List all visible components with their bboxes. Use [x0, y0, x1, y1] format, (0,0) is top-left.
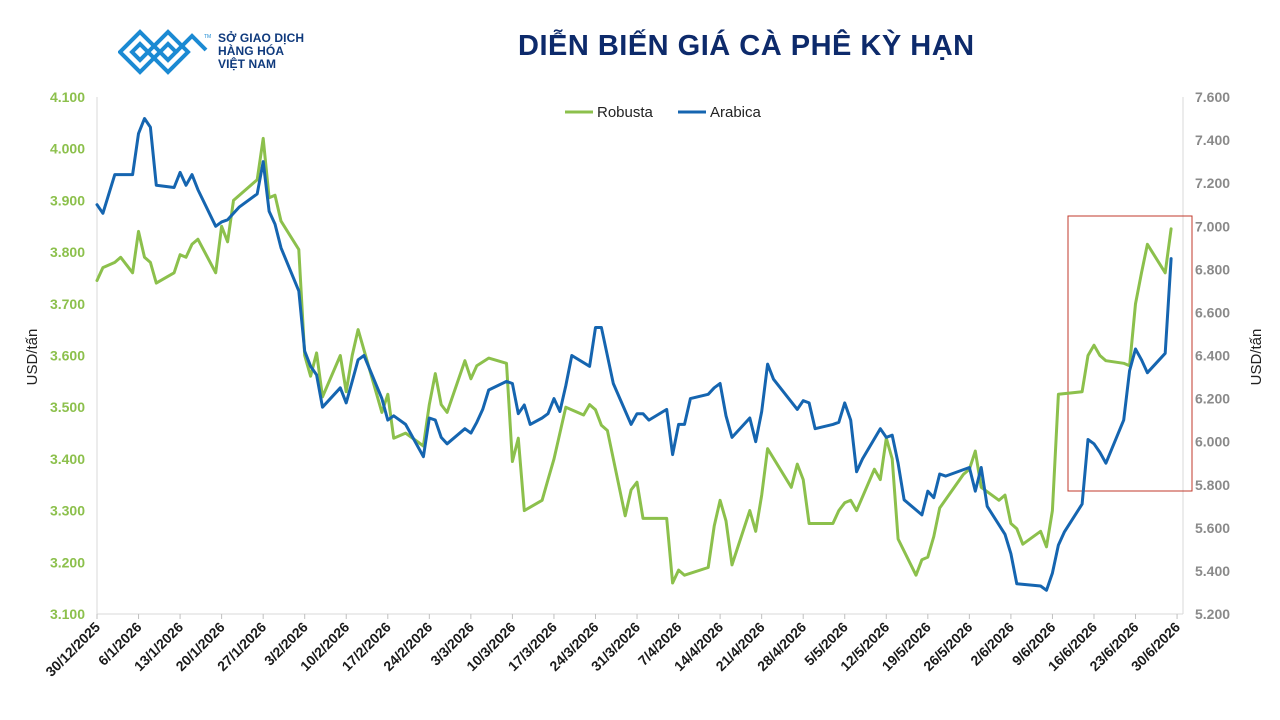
right-y-tick-label: 7.600: [1195, 89, 1230, 105]
left-y-tick-label: 3.100: [50, 606, 85, 622]
left-y-axis: 3.100 3.200 3.300 3.400 3.500 3.600 3.700 3.800…: [50, 89, 85, 622]
series-lines: [95, 117, 1173, 592]
left-y-tick-label: 3.800: [50, 244, 85, 260]
left-y-tick-label: 3.200: [50, 554, 85, 570]
logo: [118, 29, 208, 75]
right-y-tick-label: 7.400: [1195, 132, 1230, 148]
series-line-robusta: [95, 136, 1173, 585]
logo-trademark: TM: [204, 34, 212, 40]
right-y-tick-label: 6.400: [1195, 348, 1230, 364]
logo-text-line3: VIỆT NAM: [218, 57, 277, 71]
left-y-tick-label: 3.500: [50, 399, 85, 415]
legend: Robusta Arabica: [565, 104, 762, 121]
left-y-tick-label: 3.300: [50, 503, 85, 519]
right-y-tick-label: 6.800: [1195, 261, 1230, 277]
logo-mark-icon: [118, 29, 208, 75]
plot-frame: [96, 97, 1184, 615]
left-y-tick-label: 3.600: [50, 348, 85, 364]
series-line-arabica: [95, 117, 1173, 592]
left-y-tick-label: 3.900: [50, 192, 85, 208]
right-y-tick-label: 5.400: [1195, 563, 1230, 579]
logo-text-line1: SỞ GIAO DỊCH: [218, 31, 305, 45]
left-y-tick-label: 4.100: [50, 89, 85, 105]
right-y-tick-label: 6.600: [1195, 304, 1230, 320]
right-y-tick-label: 5.200: [1195, 606, 1230, 622]
x-tick-label: 2/6/2026: [967, 619, 1017, 669]
highlight-box: [1067, 215, 1193, 492]
right-axis-title: USD/tấn: [1248, 329, 1265, 386]
x-axis: 30/12/20256/1/202613/1/202620/1/202627/1…: [42, 614, 1183, 680]
left-y-tick-label: 4.000: [50, 141, 85, 157]
legend-label: Robusta: [597, 104, 654, 121]
x-tick-label: 30/12/2025: [42, 619, 103, 680]
right-y-tick-label: 5.600: [1195, 520, 1230, 536]
left-y-tick-label: 3.400: [50, 451, 85, 467]
chart-title: DIỄN BIẾN GIÁ CÀ PHÊ KỲ HẠN: [518, 30, 975, 62]
legend-label: Arabica: [710, 104, 762, 121]
right-y-tick-label: 7.200: [1195, 175, 1230, 191]
right-y-tick-label: 6.200: [1195, 391, 1230, 407]
right-y-tick-label: 5.800: [1195, 477, 1230, 493]
right-y-tick-label: 7.000: [1195, 218, 1230, 234]
legend-item-robusta: Robusta: [565, 104, 654, 121]
left-y-tick-label: 3.700: [50, 296, 85, 312]
legend-item-arabica: Arabica: [678, 104, 762, 121]
right-y-tick-label: 6.000: [1195, 434, 1230, 450]
left-axis-title: USD/tấn: [24, 329, 41, 386]
highlight-rect: [1067, 215, 1193, 492]
logo-text-line2: HÀNG HÓA: [218, 44, 285, 58]
right-y-axis: 5.200 5.400 5.600 5.800 6.000 6.200 6.400 6.600…: [1195, 89, 1230, 622]
